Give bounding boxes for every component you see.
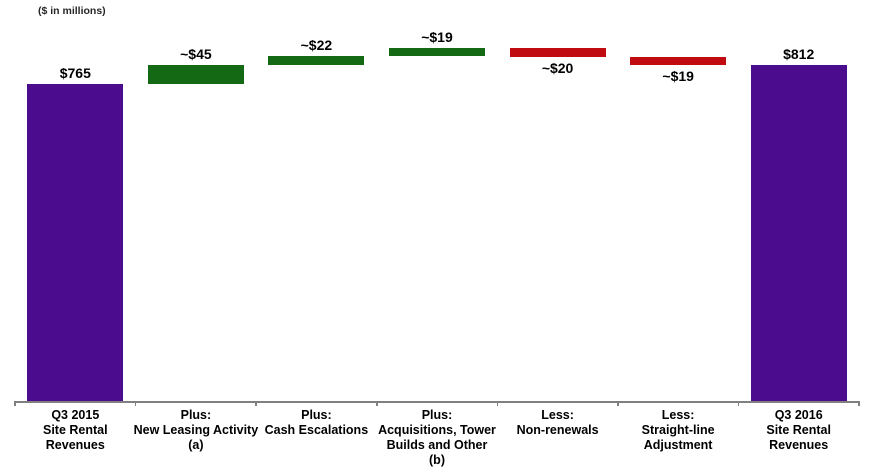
category-label-line: New Leasing Activity [133, 423, 259, 437]
category-label-line: Non-renewals [516, 423, 599, 437]
x-axis-tick [14, 401, 16, 406]
bar-value-label: $765 [59, 65, 91, 81]
category-label-line: Plus: [301, 408, 332, 422]
category-label-line: (b) [429, 453, 445, 467]
category-label-line: (a) [188, 438, 204, 452]
x-axis-tick [134, 401, 137, 406]
x-axis [15, 401, 859, 403]
bar-value-label: ~$22 [300, 37, 333, 54]
waterfall-bar-decrease [509, 48, 606, 57]
waterfall-bar-increase [147, 65, 244, 84]
bar-value-label: ~$19 [421, 29, 453, 46]
category-label: Q3 2015 Site Rental Revenues [5, 408, 145, 453]
category-label-line: Less: [661, 408, 695, 422]
bar-value-label: $812 [783, 45, 815, 62]
x-axis-tick [617, 401, 619, 406]
category-label-line: Q3 2016 [774, 408, 823, 422]
x-axis-tick [858, 401, 860, 406]
category-label-line: Acquisitions, Tower [378, 423, 496, 437]
category-label-line: Straight-line [641, 423, 715, 437]
category-label: Plus: New Leasing Activity (a) [126, 408, 266, 453]
bar-value-label: ~$19 [662, 67, 694, 84]
waterfall-bar-increase [389, 48, 485, 57]
category-label-line: Revenues [769, 438, 829, 452]
waterfall-bar-total [750, 64, 847, 401]
x-axis-tick [496, 401, 498, 406]
category-label-line: Q3 2015 [51, 408, 100, 422]
waterfall-bar-increase [268, 56, 365, 66]
category-label-line: Less: [541, 408, 574, 422]
bar-value-label: ~$20 [541, 59, 574, 76]
category-label: Less: Non-renewals [488, 408, 628, 438]
waterfall-bar-total [27, 84, 124, 401]
category-label-line: Revenues [45, 438, 105, 452]
units-note: ($ in millions) [38, 5, 106, 17]
category-label-line: Site Rental [766, 423, 831, 437]
category-label-line: Plus: [180, 408, 212, 422]
x-axis-tick [376, 401, 378, 406]
category-label-line: Plus: [421, 408, 453, 422]
x-axis-tick [255, 401, 257, 406]
category-label-line: Builds and Other [386, 438, 488, 452]
category-label: Less: Straight-line Adjustment [608, 408, 748, 453]
bar-value-label: ~$45 [180, 46, 212, 63]
category-label-line: Cash Escalations [264, 423, 369, 437]
x-axis-tick [737, 401, 740, 406]
category-label-line: Adjustment [643, 438, 713, 452]
category-label: Plus: Cash Escalations [246, 408, 386, 438]
category-label: Q3 2016 Site Rental Revenues [729, 408, 869, 453]
category-label: Plus: Acquisitions, Tower Builds and Other… [367, 408, 507, 468]
category-label-line: Site Rental [42, 423, 108, 437]
waterfall-bar-decrease [630, 56, 727, 65]
